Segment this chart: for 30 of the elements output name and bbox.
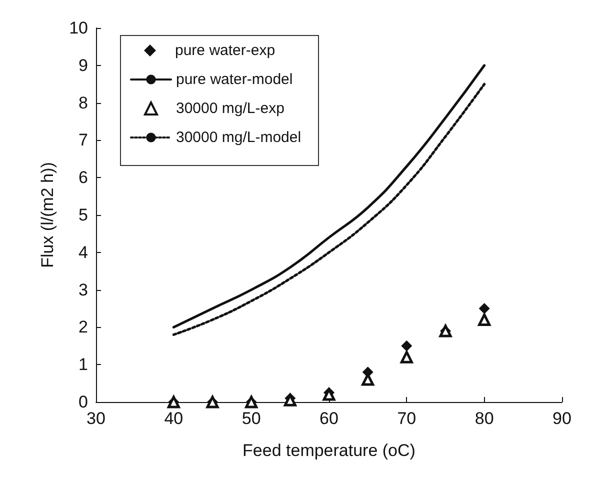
x-tick-label: 40 xyxy=(164,409,184,428)
point xyxy=(284,394,296,406)
x-tick-label: 90 xyxy=(552,409,572,428)
legend-label: 30000 mg/L-model xyxy=(176,129,302,146)
y-tick-label: 8 xyxy=(78,93,88,112)
point xyxy=(322,388,336,401)
x-tick-label: 60 xyxy=(320,409,338,428)
point xyxy=(401,340,412,352)
y-tick-label: 6 xyxy=(78,168,88,188)
legend-label: pure water-model xyxy=(176,71,293,88)
point xyxy=(478,313,491,326)
y-tick-label: 0 xyxy=(78,392,88,412)
y-tick-label: 10 xyxy=(69,18,88,38)
y-tick-label: 9 xyxy=(78,56,88,75)
y-tick-label: 5 xyxy=(78,206,88,224)
point xyxy=(478,303,490,314)
x-tick-label: 50 xyxy=(242,409,261,428)
point xyxy=(400,350,413,364)
y-tick-label: 1 xyxy=(78,355,88,374)
legend-label: pure water-exp xyxy=(175,42,276,59)
x-tick-label: 30 xyxy=(86,409,106,428)
x-tick-label: 80 xyxy=(474,409,494,428)
y-tick-label: 7 xyxy=(78,130,88,150)
y-tick-label: 4 xyxy=(78,242,88,262)
legend-label: 30000 mg/L-exp xyxy=(176,100,284,117)
y-tick-label: 2 xyxy=(78,318,88,337)
x-axis-title: Feed temperature (oC) xyxy=(242,441,416,460)
y-axis-title: Flux (l/(m2 h)) xyxy=(38,162,57,268)
x-tick-label: 70 xyxy=(397,409,416,428)
y-tick-label: 3 xyxy=(78,280,88,300)
